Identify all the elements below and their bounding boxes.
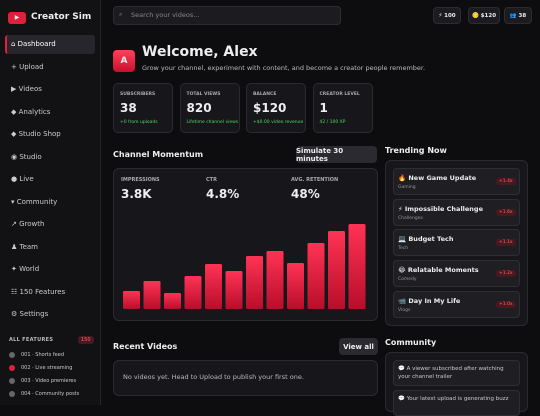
nav-item[interactable]: ▾ Community xyxy=(11,197,58,206)
community-text: 💬 Your latest upload is generating buzz xyxy=(398,396,509,402)
feature-item[interactable]: 003 · Video premieres xyxy=(21,378,77,384)
trend-boost: +1.2x xyxy=(496,270,516,278)
nav-active xyxy=(5,35,95,54)
stat-card xyxy=(246,83,306,133)
stat-label: TOTAL VIEWS xyxy=(186,92,221,97)
stat-card xyxy=(179,83,240,133)
metric-label: IMPRESSIONS xyxy=(121,177,160,183)
trend-genre: Gaming xyxy=(398,185,416,190)
feature-item[interactable]: 004 · Community posts xyxy=(21,391,80,397)
momentum-bar xyxy=(225,271,243,309)
trend-name: ⚡ Impossible Challenge xyxy=(398,204,483,213)
community-item xyxy=(393,390,520,416)
feature-icon xyxy=(9,378,15,384)
trend-boost: +1.4x xyxy=(496,178,516,185)
trend-name: 🔥 New Game Update xyxy=(398,174,477,182)
nav-item[interactable]: ✦ World xyxy=(11,265,40,273)
momentum-bar xyxy=(123,291,140,309)
app-name: Creator Sim xyxy=(31,12,92,22)
stat-label: SUBSCRIBERS xyxy=(120,92,156,97)
momentum-bar xyxy=(328,231,345,309)
feature-icon xyxy=(9,391,15,397)
metric-value: 48% xyxy=(291,187,320,201)
momentum-bar xyxy=(348,224,366,309)
trend-boost: +1.6x xyxy=(496,208,516,216)
stat-pill: 🪙 $120 xyxy=(468,7,500,24)
feature-icon xyxy=(9,352,15,358)
nav-item[interactable]: ◆ Studio Shop xyxy=(11,130,61,138)
stat-value: 820 xyxy=(186,101,212,115)
welcome-title: Welcome, Alex xyxy=(142,44,258,60)
trend-name: 📹 Day In My Life xyxy=(398,296,461,305)
nav-item[interactable]: + Upload xyxy=(11,62,44,71)
community-item xyxy=(393,360,520,386)
stat-pill: 👥 38 xyxy=(504,7,532,24)
logo-icon: ▶ xyxy=(8,12,26,24)
stat-card xyxy=(113,83,173,133)
momentum-bar xyxy=(307,243,325,309)
recent-title: Recent Videos xyxy=(113,342,178,351)
trend-name: 😂 Relatable Moments xyxy=(398,266,479,275)
nav-item[interactable]: ⌂ Dashboard xyxy=(11,40,56,48)
nav-item[interactable]: ☷ 150 Features xyxy=(11,287,66,296)
nav-item[interactable]: ⚙ Settings xyxy=(11,310,49,318)
momentum-bar xyxy=(184,276,202,309)
momentum-chart xyxy=(123,224,366,309)
feature-icon xyxy=(9,365,15,371)
momentum-bar xyxy=(164,293,181,309)
features-title: ALL FEATURES xyxy=(9,337,54,343)
momentum-bar xyxy=(143,281,161,309)
trend-genre: Challenges xyxy=(398,215,423,221)
nav-item[interactable]: ● Live xyxy=(11,175,34,183)
welcome-subtitle: Grow your channel, experiment with conte… xyxy=(142,64,426,72)
trend-item[interactable] xyxy=(393,260,520,288)
feature-item[interactable]: 002 · Live streaming xyxy=(21,365,73,371)
stat-note: Lifetime channel views xyxy=(186,120,239,125)
trend-name: 💻 Budget Tech xyxy=(398,235,454,244)
momentum-bar xyxy=(287,263,304,309)
nav-item[interactable]: ↗ Growth xyxy=(11,220,45,228)
metric-value: 4.8% xyxy=(206,187,240,201)
avatar: A xyxy=(113,50,135,72)
trending-title: Trending Now xyxy=(385,146,447,155)
stat-note: +$0.00 video revenue xyxy=(253,120,304,125)
nav-item[interactable]: ◉ Studio xyxy=(11,152,42,161)
trend-boost: +1.1x xyxy=(496,239,516,247)
metric-value: 3.8K xyxy=(121,187,152,201)
nav-item[interactable]: ▶ Videos xyxy=(11,85,42,93)
recent-card xyxy=(113,360,378,396)
nav-item[interactable]: ♟ Team xyxy=(11,242,39,251)
stat-value: 38 xyxy=(120,101,137,115)
metric-label: CTR xyxy=(206,177,217,183)
feature-item[interactable]: 001 · Shorts feed xyxy=(21,352,65,358)
stat-note: +0 from uploads xyxy=(120,120,158,125)
momentum-title: Channel Momentum xyxy=(113,150,204,159)
trend-genre: Comedy xyxy=(398,277,417,283)
page: ▶ Creator Sim ALL FEATURES 150 ⌕ Search … xyxy=(5,0,532,416)
momentum-bar xyxy=(266,251,284,309)
simulate-button[interactable]: Simulate 30 minutes xyxy=(296,146,377,163)
momentum-bar xyxy=(246,256,263,309)
stat-pill: ⚡ 100 xyxy=(433,7,461,24)
metric-label: AVG. RETENTION xyxy=(291,177,339,183)
community-title: Community xyxy=(385,338,437,347)
stat-value: $120 xyxy=(253,101,287,115)
nav-item[interactable]: ◆ Analytics xyxy=(11,107,51,116)
view-all-button[interactable]: View all xyxy=(339,338,378,355)
search-placeholder: Search your videos... xyxy=(131,11,200,19)
features-count: 150 xyxy=(78,336,94,344)
stat-label: BALANCE xyxy=(253,92,277,97)
community-text: 💬 A viewer subscribed after watching you… xyxy=(398,366,504,380)
stat-note: 42 / 100 XP xyxy=(319,120,346,125)
trend-genre: Tech xyxy=(398,246,409,252)
stat-label: CREATOR LEVEL xyxy=(319,92,360,97)
trend-boost: +1.0x xyxy=(496,300,516,308)
stat-value: 1 xyxy=(319,101,328,115)
momentum-bar xyxy=(205,264,222,309)
search-box[interactable] xyxy=(113,6,341,25)
stat-card xyxy=(312,83,373,133)
trend-genre: Vlogs xyxy=(398,307,411,313)
recent-empty: No videos yet. Head to Upload to publish… xyxy=(123,373,304,381)
